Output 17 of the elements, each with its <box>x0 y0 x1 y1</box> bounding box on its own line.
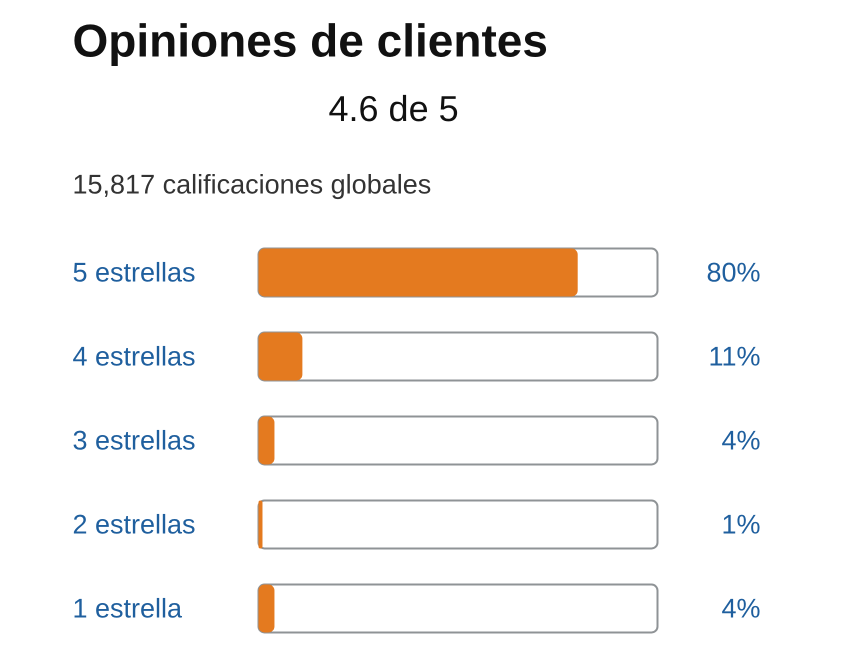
data-label: 4% <box>721 426 761 456</box>
bar <box>258 500 262 548</box>
chart-title: Opiniones de clientes <box>72 14 548 66</box>
y-tick-label: 4 estrellas <box>72 342 196 372</box>
data-label: 4% <box>721 594 761 624</box>
data-label: 80% <box>706 258 761 288</box>
bar <box>258 332 302 380</box>
bar <box>258 416 274 464</box>
y-tick-label: 3 estrellas <box>72 426 196 456</box>
y-tick-label: 1 estrella <box>72 594 184 624</box>
bar <box>258 584 274 632</box>
chart-subtitle: 4.6 de 5 <box>328 88 459 129</box>
data-label: 1% <box>721 510 761 540</box>
text: 15,817 calificaciones globales <box>72 170 432 200</box>
y-tick-label: 2 estrellas <box>72 510 196 540</box>
y-tick-label: 5 estrellas <box>72 258 196 288</box>
data-label: 11% <box>708 342 761 372</box>
